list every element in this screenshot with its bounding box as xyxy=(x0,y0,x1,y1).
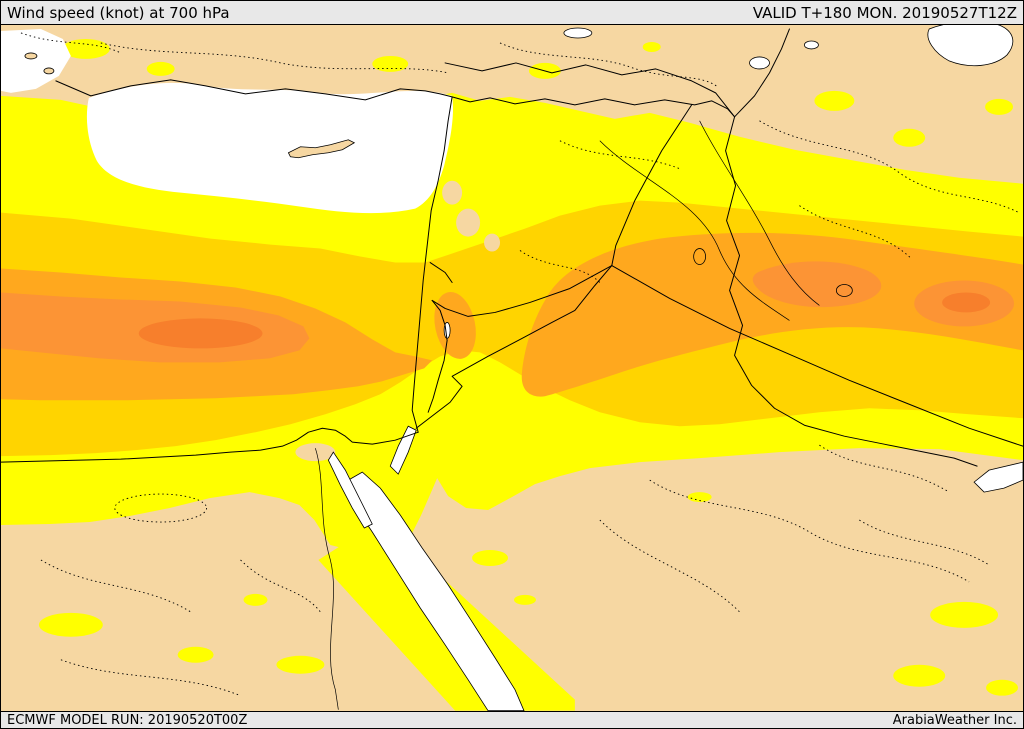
yellow-patch xyxy=(687,492,712,503)
contour-tan-holes xyxy=(295,180,501,462)
yellow-patch xyxy=(893,664,946,687)
admin-line xyxy=(559,140,680,170)
jordan-saudi-border xyxy=(415,265,613,429)
euphrates-river xyxy=(599,140,790,321)
yellow-patch xyxy=(276,655,325,674)
admin-line xyxy=(519,250,601,283)
tan-patch xyxy=(295,443,336,462)
lake-razzaza xyxy=(835,284,853,297)
turkey-iran-border xyxy=(734,28,790,118)
gulf-of-aqaba xyxy=(389,425,417,475)
aegean-island xyxy=(43,67,55,75)
qattara-depression-outline xyxy=(114,493,208,523)
yellow-patch xyxy=(61,38,110,59)
yellow-patch xyxy=(642,41,661,52)
tan-patch xyxy=(456,208,481,237)
lebanon-border xyxy=(429,262,453,283)
egypt-coastline xyxy=(1,427,419,463)
yellow-patch xyxy=(513,594,536,605)
contour-orange-east xyxy=(521,232,1023,397)
contour-core-east xyxy=(942,292,991,313)
syria-iraq-border xyxy=(611,104,693,267)
gulf-of-suez xyxy=(327,451,373,529)
persian-gulf-tip xyxy=(973,461,1023,493)
tigris-river xyxy=(699,120,820,306)
cyprus-island xyxy=(287,139,356,159)
admin-line xyxy=(240,559,321,613)
aegean-sea-corner xyxy=(1,28,71,93)
lake-van xyxy=(749,56,770,70)
yellow-patch xyxy=(38,612,103,637)
contour-orange-group xyxy=(1,232,1023,401)
yellow-patch xyxy=(985,98,1014,115)
valid-time-label: VALID T+180 MON. 20190527T12Z xyxy=(752,3,1017,22)
red-sea xyxy=(341,471,525,711)
yellow-patch xyxy=(814,90,855,111)
yellow-patch xyxy=(893,128,926,147)
yellow-patch xyxy=(177,646,214,663)
tan-patch xyxy=(484,233,501,252)
border-lines xyxy=(1,28,1023,710)
page-title: Wind speed (knot) at 700 hPa xyxy=(7,3,230,22)
admin-line xyxy=(20,32,121,54)
yellow-patch xyxy=(930,601,999,628)
admin-line xyxy=(859,519,990,566)
model-run-label: ECMWF MODEL RUN: 20190520T00Z xyxy=(7,712,248,728)
brand-label: ArabiaWeather Inc. xyxy=(892,712,1017,728)
footer-bar: ECMWF MODEL RUN: 20190520T00Z ArabiaWeat… xyxy=(1,710,1023,728)
yellow-patch xyxy=(986,679,1019,696)
iran-iraq-border xyxy=(725,116,978,467)
admin-line xyxy=(100,42,449,74)
island-group xyxy=(24,52,356,159)
israel-jordan-border xyxy=(427,299,448,413)
contour-core-west xyxy=(138,318,263,349)
yellow-patch xyxy=(472,549,509,566)
lake-tharthar xyxy=(693,248,707,265)
jordan-iraq-border xyxy=(431,265,613,317)
lake-tuz xyxy=(563,27,593,39)
sea-group xyxy=(1,25,1023,711)
admin-line xyxy=(499,42,718,88)
admin-line xyxy=(799,205,912,259)
wind-speed-map xyxy=(1,25,1023,711)
dotted-admin-lines xyxy=(20,32,1020,697)
yellow-patch xyxy=(146,61,175,76)
header-bar: Wind speed (knot) at 700 hPa VALID T+180… xyxy=(1,1,1023,25)
admin-line xyxy=(40,559,191,613)
yellow-patch xyxy=(243,593,268,606)
turkey-northeast-border xyxy=(444,62,736,118)
nile-river xyxy=(315,448,339,710)
iraq-saudi-border xyxy=(611,265,1023,447)
yellow-patch xyxy=(372,55,409,72)
mediterranean-sea xyxy=(86,82,454,214)
levant-coastline xyxy=(411,96,453,433)
aegean-island xyxy=(24,52,38,60)
lake-urmia xyxy=(804,40,819,50)
tan-patch xyxy=(442,180,463,205)
map-area xyxy=(1,25,1023,711)
caspian-sea-corner xyxy=(927,25,1014,67)
